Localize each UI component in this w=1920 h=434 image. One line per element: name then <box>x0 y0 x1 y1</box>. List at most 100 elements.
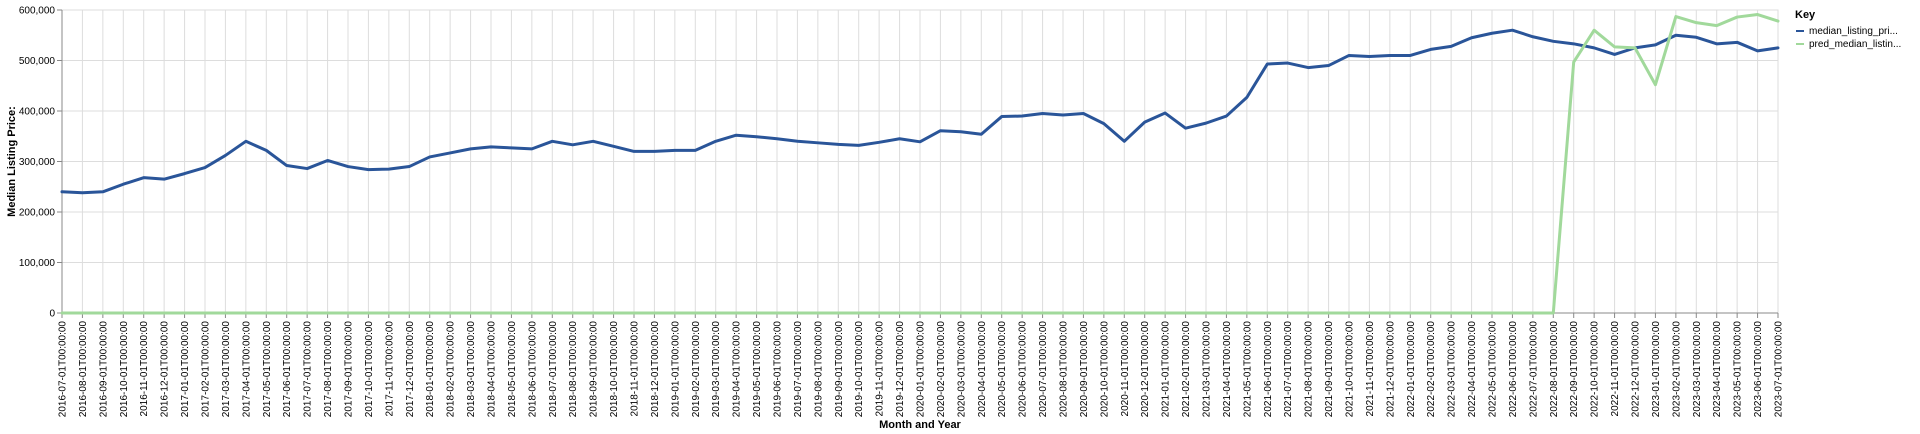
y-tick-label: 400,000 <box>19 107 56 118</box>
x-tick-label: 2022-10-01T00:00:00 <box>1590 321 1601 418</box>
x-tick-label: 2017-07-01T00:00:00 <box>303 321 314 418</box>
x-tick-label: 2020-06-01T00:00:00 <box>1018 321 1029 418</box>
grid-layer <box>61 9 1779 314</box>
x-tick-label: 2019-03-01T00:00:00 <box>711 321 722 418</box>
x-tick-label: 2021-04-01T00:00:00 <box>1222 321 1233 418</box>
x-tick-label: 2017-01-01T00:00:00 <box>180 321 191 418</box>
y-axis-title: Median Listing Price: <box>6 106 18 217</box>
x-tick-label: 2020-11-01T00:00:00 <box>1120 321 1131 417</box>
x-tick-label: 2016-09-01T00:00:00 <box>98 321 109 418</box>
x-tick-label: 2019-12-01T00:00:00 <box>895 321 906 418</box>
x-tick-label: 2022-07-01T00:00:00 <box>1528 321 1539 418</box>
x-tick-label: 2021-01-01T00:00:00 <box>1161 321 1172 418</box>
x-tick-label: 2018-01-01T00:00:00 <box>425 321 436 418</box>
x-tick-label: 2016-12-01T00:00:00 <box>160 321 171 418</box>
x-tick-label: 2023-07-01T00:00:00 <box>1774 321 1785 418</box>
x-tick-label: 2022-08-01T00:00:00 <box>1549 321 1560 418</box>
x-tick-label: 2019-02-01T00:00:00 <box>691 321 702 418</box>
x-tick-label: 2021-10-01T00:00:00 <box>1345 321 1356 418</box>
y-tick-label: 300,000 <box>19 157 56 168</box>
x-tick-label: 2019-10-01T00:00:00 <box>854 321 865 418</box>
y-tick-label: 200,000 <box>19 208 56 219</box>
x-tick-label: 2018-05-01T00:00:00 <box>507 321 518 418</box>
legend-label: pred_median_listin... <box>1809 39 1901 50</box>
x-tick-label: 2021-08-01T00:00:00 <box>1304 321 1315 418</box>
x-tick-label: 2021-05-01T00:00:00 <box>1242 321 1253 418</box>
x-tick-label: 2020-12-01T00:00:00 <box>1140 321 1151 418</box>
x-tick-label: 2018-10-01T00:00:00 <box>609 321 620 418</box>
x-tick-label: 2020-07-01T00:00:00 <box>1038 321 1049 418</box>
series-line-median-listing-price <box>60 28 1780 195</box>
series-line-pred-median-listing-price <box>60 13 1780 315</box>
y-tick-label: 100,000 <box>19 258 56 269</box>
x-tick-label: 2022-03-01T00:00:00 <box>1447 321 1458 418</box>
x-tick-label: 2020-05-01T00:00:00 <box>997 321 1008 418</box>
x-tick-label: 2018-07-01T00:00:00 <box>548 321 559 418</box>
x-tick-label: 2017-04-01T00:00:00 <box>241 321 252 418</box>
x-tick-label: 2017-05-01T00:00:00 <box>262 321 273 418</box>
x-tick-label: 2020-02-01T00:00:00 <box>936 321 947 418</box>
x-tick-label: 2019-04-01T00:00:00 <box>732 321 743 418</box>
x-axis-title: Month and Year <box>879 419 961 431</box>
x-tick-label: 2023-03-01T00:00:00 <box>1692 321 1703 418</box>
x-tick-label: 2016-07-01T00:00:00 <box>58 321 69 418</box>
x-tick-label: 2020-10-01T00:00:00 <box>1099 321 1110 418</box>
x-tick-label: 2019-07-01T00:00:00 <box>793 321 804 418</box>
x-tick-label: 2017-12-01T00:00:00 <box>405 321 416 418</box>
x-tick-label: 2016-10-01T00:00:00 <box>119 321 130 418</box>
x-tick-label: 2019-11-01T00:00:00 <box>875 321 886 417</box>
x-tick-label: 2017-08-01T00:00:00 <box>323 321 334 418</box>
x-tick-label: 2021-07-01T00:00:00 <box>1283 321 1294 418</box>
x-tick-label: 2021-09-01T00:00:00 <box>1324 321 1335 418</box>
x-tick-label: 2022-09-01T00:00:00 <box>1569 321 1580 418</box>
x-tick-label: 2021-02-01T00:00:00 <box>1181 321 1192 418</box>
x-tick-label: 2019-01-01T00:00:00 <box>670 321 681 418</box>
x-tick-label: 2020-01-01T00:00:00 <box>916 321 927 418</box>
x-tick-label: 2018-03-01T00:00:00 <box>466 321 477 418</box>
x-tick-label: 2022-02-01T00:00:00 <box>1426 321 1437 418</box>
x-tick-label: 2017-03-01T00:00:00 <box>221 321 232 418</box>
x-tick-label: 2018-02-01T00:00:00 <box>446 321 457 418</box>
x-tick-label: 2016-08-01T00:00:00 <box>78 321 89 418</box>
legend: Key median_listing_pri... pred_median_list… <box>1795 9 1901 50</box>
x-tick-label: 2023-06-01T00:00:00 <box>1753 321 1764 418</box>
x-tick-label: 2020-08-01T00:00:00 <box>1059 321 1070 418</box>
x-tick-label: 2023-01-01T00:00:00 <box>1651 321 1662 418</box>
x-tick-label: 2022-12-01T00:00:00 <box>1631 321 1642 418</box>
axes: 0 100,000 200,000 300,000 400,000 500,000 600,… <box>6 6 1785 432</box>
x-tick-label: 2018-12-01T00:00:00 <box>650 321 661 418</box>
x-tick-label: 2019-08-01T00:00:00 <box>813 321 824 418</box>
x-tick-label: 2022-06-01T00:00:00 <box>1508 321 1519 418</box>
x-tick-label: 2022-05-01T00:00:00 <box>1488 321 1499 418</box>
y-tick-label: 0 <box>49 309 55 320</box>
x-tick-label: 2022-01-01T00:00:00 <box>1406 321 1417 418</box>
legend-label: median_listing_pri... <box>1809 26 1898 37</box>
x-tick-label: 2023-05-01T00:00:00 <box>1733 321 1744 418</box>
x-tick-label: 2023-04-01T00:00:00 <box>1712 321 1723 418</box>
x-tick-label: 2021-03-01T00:00:00 <box>1202 321 1213 418</box>
x-tick-label: 2019-09-01T00:00:00 <box>834 321 845 418</box>
x-tick-label: 2017-06-01T00:00:00 <box>282 321 293 418</box>
y-tick-label: 500,000 <box>19 56 56 67</box>
y-tick-label: 600,000 <box>19 6 56 17</box>
x-tick-label: 2018-11-01T00:00:00 <box>630 321 641 417</box>
x-tick-label: 2021-11-01T00:00:00 <box>1365 321 1376 417</box>
x-tick-label: 2018-06-01T00:00:00 <box>527 321 538 418</box>
x-tick-label: 2021-06-01T00:00:00 <box>1263 321 1274 418</box>
x-tick-label: 2021-12-01T00:00:00 <box>1385 321 1396 418</box>
x-tick-label: 2019-06-01T00:00:00 <box>773 321 784 418</box>
x-tick-label: 2020-03-01T00:00:00 <box>956 321 967 418</box>
x-tick-label: 2023-02-01T00:00:00 <box>1671 321 1682 418</box>
x-tick-label: 2022-04-01T00:00:00 <box>1467 321 1478 418</box>
x-tick-label: 2017-11-01T00:00:00 <box>384 321 395 417</box>
x-tick-label: 2016-11-01T00:00:00 <box>139 321 150 417</box>
x-tick-label: 2022-11-01T00:00:00 <box>1610 321 1621 417</box>
legend-title: Key <box>1795 9 1816 21</box>
x-tick-label: 2020-09-01T00:00:00 <box>1079 321 1090 418</box>
series-layer <box>60 13 1780 315</box>
x-tick-label: 2018-04-01T00:00:00 <box>487 321 498 418</box>
x-tick-label: 2019-05-01T00:00:00 <box>752 321 763 418</box>
x-tick-label: 2017-10-01T00:00:00 <box>364 321 375 418</box>
